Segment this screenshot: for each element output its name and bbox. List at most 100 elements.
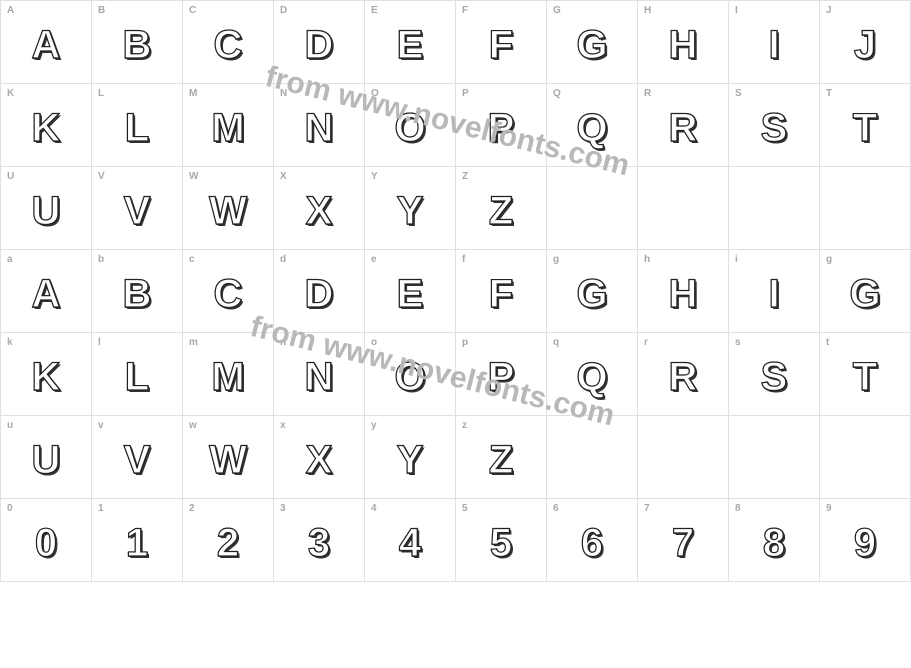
char-cell-label: P (462, 88, 469, 99)
char-cell-label: Z (462, 171, 468, 182)
char-cell-glyph: K (32, 355, 61, 400)
char-cell (638, 167, 729, 250)
char-cell: gG (820, 250, 911, 333)
char-cell-label: s (735, 337, 741, 348)
char-cell-glyph: Y (397, 438, 424, 483)
char-cell-label: 5 (462, 503, 468, 514)
char-cell: 77 (638, 499, 729, 582)
char-cell-glyph: Y (397, 189, 424, 234)
char-cell: 55 (456, 499, 547, 582)
char-cell: CC (183, 1, 274, 84)
char-cell: HH (638, 1, 729, 84)
char-cell: QQ (547, 84, 638, 167)
char-cell-glyph: 3 (308, 521, 330, 566)
char-cell (820, 416, 911, 499)
char-cell: sS (729, 333, 820, 416)
char-cell-label: 6 (553, 503, 559, 514)
char-cell-label: L (98, 88, 104, 99)
char-cell-glyph: C (214, 272, 243, 317)
char-cell (729, 416, 820, 499)
char-cell-label: X (280, 171, 287, 182)
char-cell-glyph: G (849, 272, 880, 317)
char-cell: TT (820, 84, 911, 167)
char-cell-label: R (644, 88, 651, 99)
char-cell-glyph: N (305, 106, 334, 151)
char-cell: 11 (92, 499, 183, 582)
char-cell-label: T (826, 88, 832, 99)
char-cell: BB (92, 1, 183, 84)
char-cell-glyph: T (853, 106, 877, 151)
char-cell-label: 0 (7, 503, 13, 514)
char-cell-glyph: L (125, 106, 149, 151)
char-cell-label: A (7, 5, 14, 16)
char-cell-glyph: F (489, 23, 513, 68)
char-cell-label: O (371, 88, 379, 99)
char-cell: vV (92, 416, 183, 499)
char-cell: AA (1, 1, 92, 84)
char-cell-glyph: B (123, 23, 152, 68)
char-cell-glyph: O (394, 355, 425, 400)
char-cell: nN (274, 333, 365, 416)
char-cell-glyph: U (32, 189, 61, 234)
char-cell: aA (1, 250, 92, 333)
char-cell-label: b (98, 254, 104, 265)
char-cell (547, 167, 638, 250)
char-cell-label: u (7, 420, 13, 431)
char-cell-glyph: G (576, 272, 607, 317)
char-cell-label: z (462, 420, 467, 431)
char-cell-label: f (462, 254, 465, 265)
char-cell-label: U (7, 171, 14, 182)
char-cell (638, 416, 729, 499)
char-cell-label: 4 (371, 503, 377, 514)
char-cell-glyph: M (211, 355, 244, 400)
char-cell: 22 (183, 499, 274, 582)
char-cell: DD (274, 1, 365, 84)
char-cell: 99 (820, 499, 911, 582)
char-cell-glyph: W (209, 189, 247, 234)
char-cell-glyph: I (768, 272, 779, 317)
char-cell: SS (729, 84, 820, 167)
char-cell-label: o (371, 337, 377, 348)
char-cell: tT (820, 333, 911, 416)
char-cell-label: E (371, 5, 378, 16)
char-cell: YY (365, 167, 456, 250)
char-cell-glyph: 5 (490, 521, 512, 566)
char-cell-glyph: V (124, 189, 151, 234)
char-cell-glyph: J (854, 23, 876, 68)
char-cell-label: y (371, 420, 377, 431)
char-cell-glyph: A (32, 23, 61, 68)
char-cell: VV (92, 167, 183, 250)
char-cell: RR (638, 84, 729, 167)
char-cell-label: M (189, 88, 197, 99)
char-cell (547, 416, 638, 499)
char-cell: zZ (456, 416, 547, 499)
char-cell-label: 3 (280, 503, 286, 514)
char-cell: yY (365, 416, 456, 499)
char-cell: rR (638, 333, 729, 416)
char-cell: pP (456, 333, 547, 416)
char-cell: WW (183, 167, 274, 250)
char-cell: OO (365, 84, 456, 167)
char-cell-label: 8 (735, 503, 741, 514)
char-cell-glyph: 0 (35, 521, 57, 566)
char-cell: UU (1, 167, 92, 250)
char-cell-glyph: 6 (581, 521, 603, 566)
char-cell-label: S (735, 88, 742, 99)
char-cell-glyph: W (209, 438, 247, 483)
char-cell-label: W (189, 171, 198, 182)
char-cell-label: N (280, 88, 287, 99)
char-cell: FF (456, 1, 547, 84)
char-cell: iI (729, 250, 820, 333)
character-map-grid: AABBCCDDEEFFGGHHIIJJKKLLMMNNOOPPQQRRSSTT… (0, 0, 911, 582)
char-cell-glyph: B (123, 272, 152, 317)
char-cell-glyph: S (761, 355, 788, 400)
char-cell: XX (274, 167, 365, 250)
char-cell-glyph: P (488, 355, 515, 400)
char-cell: lL (92, 333, 183, 416)
char-cell-glyph: X (306, 189, 333, 234)
char-cell: PP (456, 84, 547, 167)
char-cell-glyph: 8 (763, 521, 785, 566)
char-cell-label: 7 (644, 503, 650, 514)
char-cell-glyph: Q (576, 106, 607, 151)
char-cell-glyph: 2 (217, 521, 239, 566)
